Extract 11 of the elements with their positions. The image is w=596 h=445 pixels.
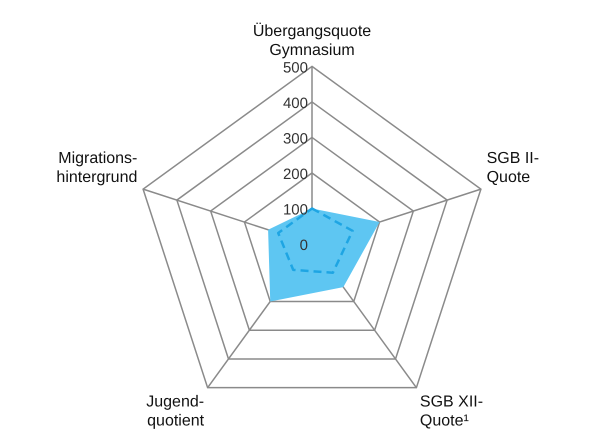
y-tick-label: 200: [282, 166, 308, 184]
spoke-label: Migrations- hintergrund: [56, 150, 138, 186]
spoke-label: SGB II- Quote: [486, 150, 540, 186]
y-tick-label: 500: [282, 60, 308, 77]
y-tick-label: 400: [282, 95, 308, 112]
y-tick-label: 300: [282, 130, 308, 148]
y-tick-label: 100: [282, 202, 308, 219]
spoke-label: Übergangsquote Gymnasium: [252, 22, 372, 60]
spoke-label: SGB XII- Quote¹: [420, 394, 484, 430]
y-tick-label: 0: [300, 237, 308, 254]
spoke-label: Jugend- quotient: [146, 394, 205, 430]
